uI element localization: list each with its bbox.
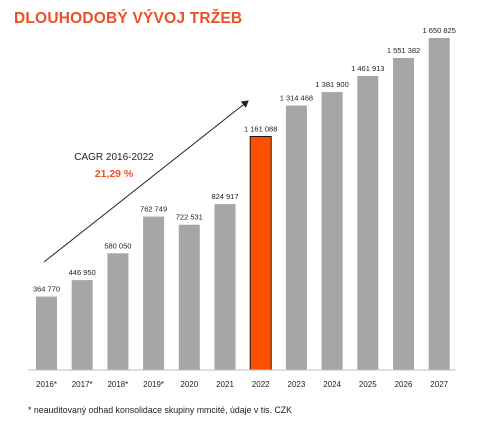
tick-label-2025: 2025 xyxy=(359,380,377,389)
tick-label-2017: 2017* xyxy=(72,380,93,389)
chart-title: DLOUHODOBÝ VÝVOJ TRŽEB xyxy=(14,10,243,27)
tick-label-2023: 2023 xyxy=(288,380,306,389)
bar-2019 xyxy=(143,216,165,370)
tick-label-2020: 2020 xyxy=(180,380,198,389)
cagr-trend-arrow xyxy=(43,100,249,263)
tick-label-2018: 2018* xyxy=(107,380,128,389)
value-label-2024: 1 381 900 xyxy=(315,80,348,89)
value-label-2026: 1 551 382 xyxy=(387,46,420,55)
bar-2017 xyxy=(71,280,93,370)
tick-label-2024: 2024 xyxy=(323,380,341,389)
tick-label-2019: 2019* xyxy=(143,380,164,389)
value-label-2016: 364 770 xyxy=(33,285,60,294)
bar-2020 xyxy=(178,224,200,370)
value-label-2025: 1 461 913 xyxy=(351,64,384,73)
cagr-value: 21,29 % xyxy=(95,168,134,180)
value-label-2017: 446 950 xyxy=(69,268,96,277)
value-label-2027: 1 650 825 xyxy=(423,26,456,35)
tick-label-2026: 2026 xyxy=(395,380,413,389)
value-label-2020: 722 531 xyxy=(176,213,203,222)
tick-label-2022: 2022 xyxy=(252,380,270,389)
bars-group xyxy=(36,38,450,371)
footnote: * neauditovaný odhad konsolidace skupiny… xyxy=(28,405,293,415)
bar-2026 xyxy=(393,58,414,370)
bar-2027 xyxy=(428,38,450,370)
value-label-2022: 1 161 088 xyxy=(244,125,277,134)
tick-label-2027: 2027 xyxy=(430,380,448,389)
bar-2021 xyxy=(214,204,236,370)
cagr-label: CAGR 2016-2022 xyxy=(74,152,154,163)
bar-2018 xyxy=(107,253,129,370)
value-label-2023: 1 314 468 xyxy=(280,94,313,103)
value-label-2021: 824 917 xyxy=(211,192,238,201)
value-label-2019: 762 749 xyxy=(140,205,167,214)
bar-2024 xyxy=(321,92,343,370)
tick-label-2021: 2021 xyxy=(216,380,234,389)
bar-2016 xyxy=(36,296,57,370)
value-labels-group: 364 770 446 950 580 050 762 749 722 531 824 9… xyxy=(33,26,456,294)
bar-2022 xyxy=(249,136,272,371)
tick-labels-group: 2016* 2017* 2018* 2019* 2020 2021 2022 2023 2024… xyxy=(36,380,449,389)
bar-2023 xyxy=(285,105,307,370)
tick-label-2016: 2016* xyxy=(36,380,57,389)
bar-2025 xyxy=(357,76,379,370)
value-label-2018: 580 050 xyxy=(104,241,131,250)
